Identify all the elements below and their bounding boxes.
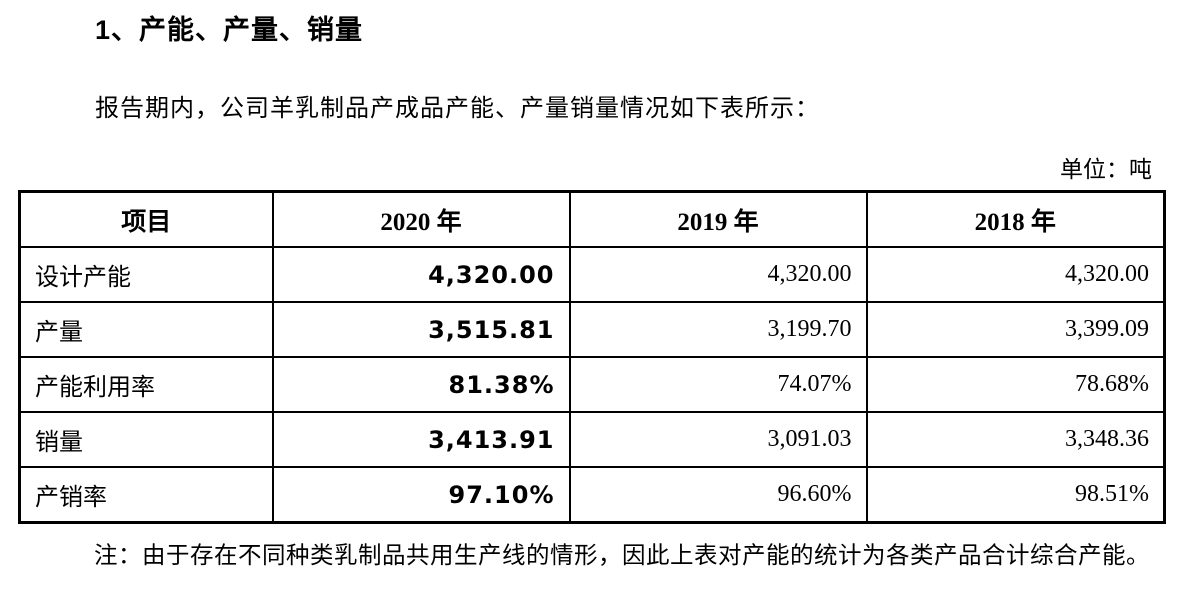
- value-2020: 81.38%: [271, 356, 571, 413]
- value-2020: 3,515.81: [271, 301, 571, 358]
- table-footnote: 注：由于存在不同种类乳制品共用生产线的情形，因此上表对产能的统计为各类产品合计综…: [94, 543, 1150, 569]
- row-label: 设计产能: [18, 246, 274, 303]
- header-year-2019: 2019 年: [568, 190, 868, 248]
- table-row-capacity-utilization: 产能利用率 81.38% 74.07% 78.68%: [18, 356, 1166, 413]
- value-2019: 96.60%: [568, 466, 868, 524]
- header-item: 项目: [18, 190, 274, 248]
- value-2020: 97.10%: [271, 466, 571, 524]
- value-2020: 3,413.91: [271, 411, 571, 468]
- intro-paragraph: 报告期内，公司羊乳制品产成品产能、产量销量情况如下表所示：: [95, 96, 820, 122]
- value-2018: 78.68%: [865, 356, 1166, 413]
- capacity-output-sales-table: 项目 2020 年 2019 年 2018 年 设计产能 4,320.00 4,…: [18, 190, 1166, 524]
- table-row-design-capacity: 设计产能 4,320.00 4,320.00 4,320.00: [18, 246, 1166, 303]
- row-label: 销量: [18, 411, 274, 468]
- row-label: 产销率: [18, 466, 274, 524]
- value-2018: 98.51%: [865, 466, 1166, 524]
- value-2019: 3,091.03: [568, 411, 868, 468]
- value-2019: 3,199.70: [568, 301, 868, 358]
- row-label: 产量: [18, 301, 274, 358]
- header-year-2020: 2020 年: [271, 190, 571, 248]
- table-row-output: 产量 3,515.81 3,199.70 3,399.09: [18, 301, 1166, 358]
- value-2018: 4,320.00: [865, 246, 1166, 303]
- table-row-sales-volume: 销量 3,413.91 3,091.03 3,348.36: [18, 411, 1166, 468]
- table-row-sales-to-output-ratio: 产销率 97.10% 96.60% 98.51%: [18, 466, 1166, 524]
- section-title: 1、产能、产量、销量: [95, 15, 364, 45]
- row-label: 产能利用率: [18, 356, 274, 413]
- value-2020: 4,320.00: [271, 246, 571, 303]
- header-year-2018: 2018 年: [865, 190, 1166, 248]
- value-2018: 3,348.36: [865, 411, 1166, 468]
- value-2019: 4,320.00: [568, 246, 868, 303]
- value-2019: 74.07%: [568, 356, 868, 413]
- unit-label: 单位：吨: [1060, 157, 1152, 182]
- value-2018: 3,399.09: [865, 301, 1166, 358]
- table-header-row: 项目 2020 年 2019 年 2018 年: [18, 190, 1166, 248]
